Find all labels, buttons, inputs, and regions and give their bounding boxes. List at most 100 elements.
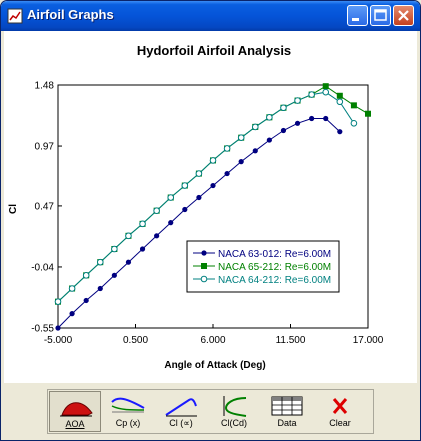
data-point (210, 182, 216, 189)
legend-label: NACA 64-212: Re=6.00M (218, 275, 331, 286)
cl-alpha-curve-icon (165, 398, 197, 417)
data-point (308, 91, 315, 98)
data-point (111, 272, 117, 278)
data-point (350, 102, 357, 109)
data-point (252, 148, 258, 154)
data-point (294, 120, 301, 126)
data-point (154, 233, 160, 239)
data-point (125, 259, 132, 265)
data-point (266, 114, 273, 121)
aoa-button[interactable]: AOA (49, 391, 101, 432)
legend-item: NACA 64-212: Re=6.00M (193, 275, 331, 286)
series-1 (55, 115, 343, 331)
app-icon (7, 8, 23, 24)
data-point (139, 220, 146, 228)
data-point (280, 104, 287, 112)
x-tick-label: 6.000 (200, 335, 225, 346)
minimize-button[interactable] (347, 5, 368, 26)
data-button[interactable]: Data (261, 391, 313, 432)
data-point (182, 206, 188, 213)
window-title: Airfoil Graphs (27, 7, 114, 22)
close-icon (398, 10, 409, 21)
cp-curve-icon (111, 397, 145, 413)
data-table-icon (271, 396, 303, 416)
legend-label: NACA 63-012: Re=6.00M (218, 249, 331, 260)
data-point (223, 145, 231, 152)
close-button[interactable] (393, 5, 414, 26)
data-point (266, 137, 272, 143)
chart-area: Hydorfoil Airfoil Analysis -0.55 -0.04 0.4… (4, 31, 417, 383)
cl-cd-polar-icon (223, 396, 247, 417)
y-tick-label: -0.04 (31, 262, 54, 273)
data-point (251, 123, 259, 131)
series-line (57, 118, 341, 329)
data-point (350, 120, 358, 127)
x-axis-label: Angle of Attack (Deg) (164, 360, 265, 371)
cp-x-button-label: Cp (x) (115, 418, 141, 428)
maximize-icon (374, 9, 387, 21)
legend-label: NACA 65-212: Re=6.00M (218, 262, 331, 273)
data-point (323, 115, 329, 122)
title-bar[interactable]: Airfoil Graphs (1, 1, 420, 31)
data-point (209, 157, 217, 164)
data-point (83, 297, 89, 304)
chart-title: Hydorfoil Airfoil Analysis (137, 43, 291, 58)
data-point (280, 127, 287, 134)
y-tick-label: 1.48 (35, 81, 55, 92)
data-point (82, 272, 90, 279)
data-point (195, 170, 203, 177)
legend: NACA 63-012: Re=6.00M NACA 65-212: Re=6.0… (186, 240, 340, 293)
data-point (336, 92, 343, 99)
data-point (322, 83, 329, 90)
data-point (309, 115, 315, 122)
data-point (322, 88, 330, 96)
graph-toolbar: AOA Cp (x) Cl (∝) Cl(Cd) (47, 389, 374, 434)
cp-x-button[interactable]: Cp (x) (102, 391, 154, 432)
legend-marker (201, 263, 207, 269)
series-3 (54, 88, 358, 305)
minimize-icon (352, 18, 359, 21)
maximize-button[interactable] (370, 5, 391, 26)
cl-cd-button-label: Cl(Cd) (221, 418, 247, 428)
clear-button[interactable]: Clear (314, 391, 366, 432)
legend-marker (200, 275, 208, 283)
data-point (365, 110, 371, 117)
data-point (237, 134, 245, 141)
data-point (68, 285, 76, 292)
cl-alpha-button-label: Cl (∝) (169, 418, 193, 428)
data-point (181, 182, 189, 189)
clear-button-label: Clear (329, 418, 351, 428)
cl-vs-aoa-chart: Hydorfoil Airfoil Analysis -0.55 -0.04 0.4… (8, 43, 384, 371)
data-point (125, 232, 132, 240)
legend-item: NACA 65-212: Re=6.00M (193, 262, 331, 273)
data-button-label: Data (277, 418, 297, 428)
x-tick-label: 17.000 (353, 335, 384, 346)
data-point (55, 325, 61, 331)
x-tick-label: -5.000 (44, 335, 73, 346)
data-point (238, 159, 244, 165)
cl-cd-button[interactable]: Cl(Cd) (208, 391, 260, 432)
data-point (139, 246, 146, 252)
data-point (196, 194, 202, 201)
data-point (336, 98, 344, 106)
data-point (337, 129, 343, 135)
cl-alpha-button[interactable]: Cl (∝) (155, 391, 207, 432)
data-point (153, 207, 160, 214)
y-tick-label: 0.47 (35, 201, 55, 212)
x-tick-label: 0.500 (123, 335, 148, 346)
legend-marker (201, 250, 207, 256)
aoa-airfoil-icon (60, 402, 93, 417)
series-line (57, 91, 355, 303)
y-tick-label: -0.55 (31, 324, 54, 335)
data-point (69, 311, 75, 317)
legend-item: NACA 63-012: Re=6.00M (193, 249, 331, 260)
data-point (168, 220, 174, 226)
data-point (167, 194, 175, 201)
data-point (97, 285, 103, 292)
data-point (96, 258, 104, 266)
y-tick-label: 0.97 (35, 142, 55, 153)
data-point (54, 298, 62, 305)
y-axis-label: Cl (8, 204, 19, 214)
aoa-button-label: AOA (65, 419, 85, 429)
